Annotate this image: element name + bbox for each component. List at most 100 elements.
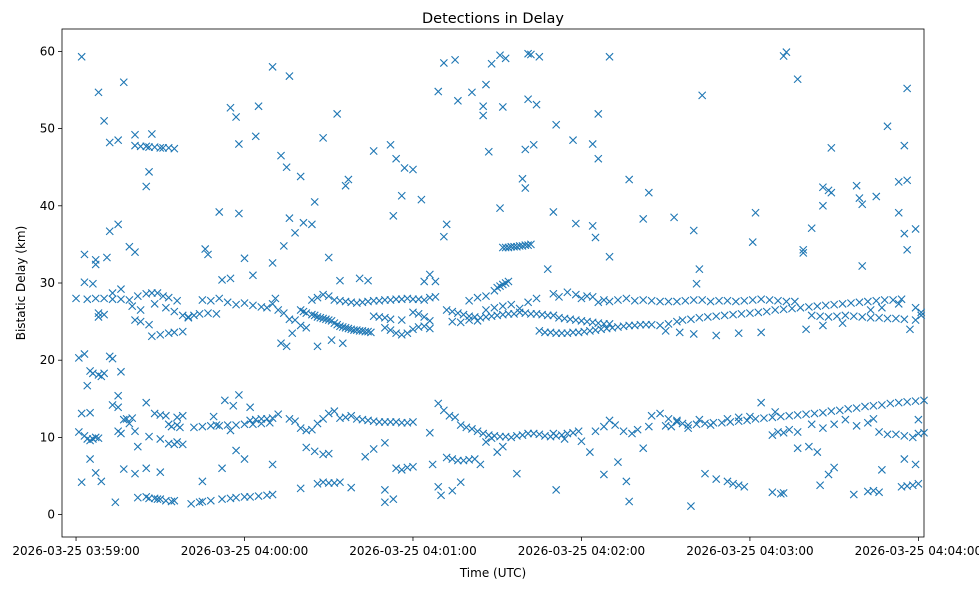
data-point (504, 309, 513, 318)
data-point (91, 468, 100, 477)
data-point (689, 329, 698, 338)
data-point (917, 308, 926, 317)
data-point (94, 312, 103, 321)
data-point (319, 133, 328, 142)
data-point (891, 430, 900, 439)
data-point (437, 491, 446, 500)
data-point (875, 313, 884, 322)
data-point (849, 490, 858, 499)
data-point (521, 145, 530, 154)
data-point (771, 306, 780, 315)
data-point (408, 325, 417, 334)
data-point (408, 165, 417, 174)
data-point (456, 478, 465, 487)
data-point (782, 48, 791, 57)
data-point (282, 163, 291, 172)
data-point (644, 188, 653, 197)
data-point (917, 311, 926, 320)
data-point (796, 303, 805, 312)
data-point (100, 369, 109, 378)
data-point (720, 311, 729, 320)
data-point (818, 183, 827, 192)
data-point (644, 422, 653, 431)
data-point (380, 323, 389, 332)
data-point (116, 367, 125, 376)
data-point (526, 240, 535, 249)
data-point (392, 295, 401, 304)
data-point (246, 492, 255, 501)
data-point (156, 434, 165, 443)
data-point (490, 303, 499, 312)
data-point (647, 296, 656, 305)
data-point (448, 486, 457, 495)
data-point (380, 498, 389, 507)
data-point (908, 433, 917, 442)
data-point (479, 102, 488, 111)
data-point (125, 295, 134, 304)
data-point (240, 254, 249, 263)
data-point (838, 299, 847, 308)
data-point (894, 208, 903, 217)
data-point (265, 418, 274, 427)
data-point (813, 448, 822, 457)
data-point (465, 296, 474, 305)
data-point (268, 62, 277, 71)
data-point (911, 460, 920, 469)
data-point (288, 329, 297, 338)
data-point (178, 327, 187, 336)
data-point (324, 478, 333, 487)
data-point (417, 195, 426, 204)
data-point (642, 320, 651, 329)
data-point (335, 478, 344, 487)
data-point (740, 482, 749, 491)
data-point (875, 488, 884, 497)
data-point (804, 302, 813, 311)
data-point (768, 431, 777, 440)
data-point (296, 321, 305, 330)
data-point (686, 315, 695, 324)
data-point (678, 316, 687, 325)
data-point (894, 398, 903, 407)
data-point (386, 326, 395, 335)
data-point (364, 327, 373, 336)
data-point (254, 102, 263, 111)
y-tick-label: 40 (40, 199, 55, 213)
data-point (187, 499, 196, 508)
data-point (268, 460, 277, 469)
data-point (496, 204, 505, 213)
data-point (456, 318, 465, 327)
data-point (532, 100, 541, 109)
data-point (768, 488, 777, 497)
data-point (195, 498, 204, 507)
data-point (131, 130, 139, 139)
y-tick-label: 30 (40, 276, 55, 290)
data-point (145, 494, 154, 503)
data-point (818, 321, 827, 330)
data-point (147, 289, 156, 298)
data-point (886, 399, 895, 408)
data-point (105, 138, 114, 147)
data-point (571, 290, 580, 299)
data-point (549, 311, 558, 320)
data-point (254, 492, 263, 501)
data-point (734, 417, 743, 426)
y-axis-ticks: 0 10 20 30 40 50 60 (40, 44, 62, 522)
data-point (813, 302, 822, 311)
data-point (630, 296, 639, 305)
data-point (515, 304, 524, 313)
data-point (347, 411, 356, 420)
data-point (481, 292, 490, 301)
data-point (684, 424, 693, 433)
data-point (487, 59, 496, 68)
data-point (664, 414, 673, 423)
data-point (223, 298, 232, 307)
data-point (903, 245, 912, 254)
data-point (799, 245, 808, 254)
data-point (369, 146, 378, 155)
data-point (776, 489, 785, 498)
data-point (847, 299, 855, 308)
data-point (549, 207, 558, 216)
data-point (729, 310, 738, 319)
data-point (220, 396, 229, 405)
data-point (285, 414, 294, 423)
